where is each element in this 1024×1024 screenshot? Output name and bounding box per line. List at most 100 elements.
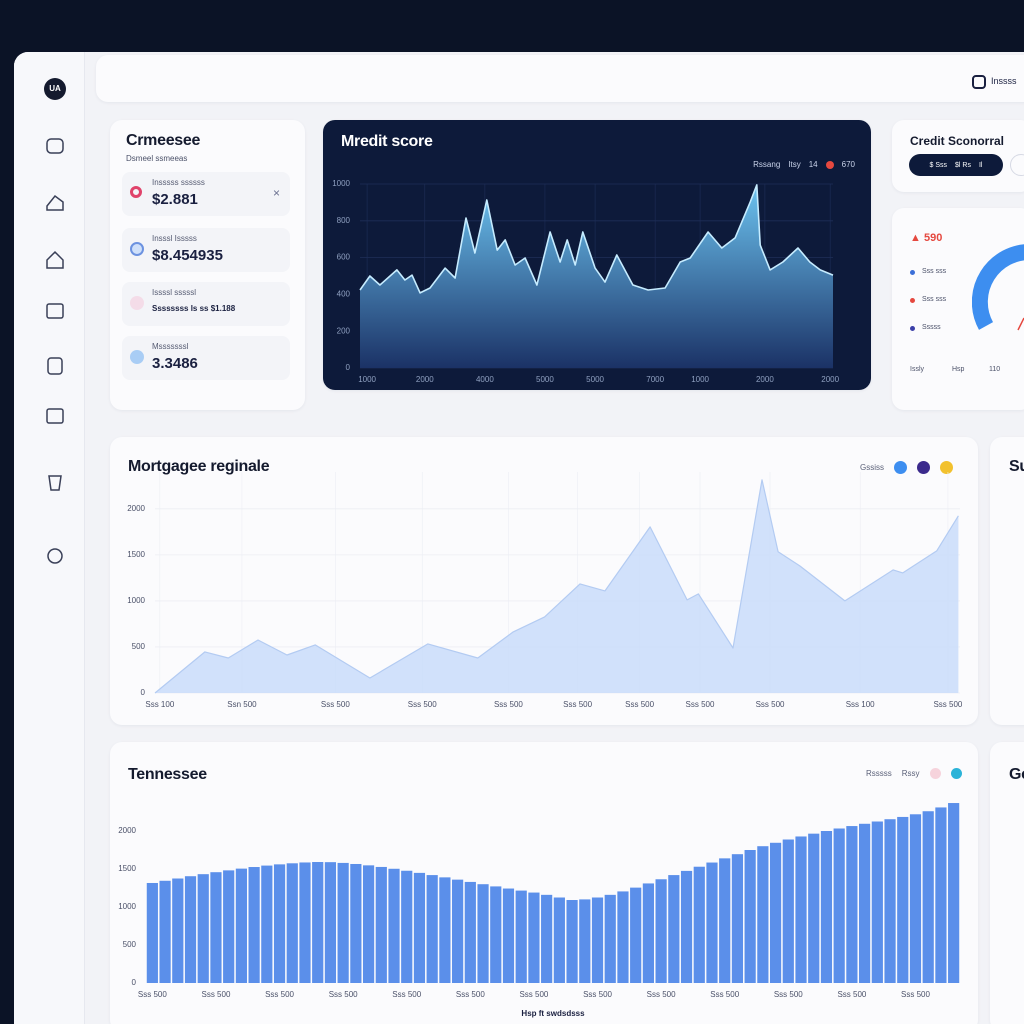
y-tick-label: 1500 xyxy=(127,550,145,559)
bar xyxy=(452,879,464,983)
item-value: Ssssssss ls ss $1.188 xyxy=(152,304,236,313)
bar xyxy=(884,819,896,983)
item-label: Insssl Isssss xyxy=(152,234,197,243)
item-label: Msssssssl xyxy=(152,342,189,351)
gauge-number: 590 xyxy=(923,232,943,244)
legend-icon[interactable] xyxy=(894,461,907,474)
card-title: Ge xyxy=(1009,766,1024,783)
axis-text: Issly xyxy=(910,366,924,373)
nav-icon[interactable] xyxy=(46,250,64,269)
legend-dot xyxy=(825,160,834,169)
bar xyxy=(159,880,171,983)
bar xyxy=(706,862,718,983)
y-tick-label: 500 xyxy=(123,940,137,949)
bar xyxy=(782,839,794,983)
bar xyxy=(871,821,883,983)
item-icon xyxy=(130,350,144,364)
bar xyxy=(248,867,260,983)
x-tick-label: 7000 xyxy=(646,375,664,384)
x-tick-label: Sss 500 xyxy=(138,990,167,999)
user-name[interactable]: Inssss xyxy=(991,76,1017,86)
legend-text: Gssiss xyxy=(860,463,884,472)
gauge-value: ▲ 590 xyxy=(910,232,943,244)
bar xyxy=(668,875,680,983)
bar xyxy=(604,894,616,983)
summary-card: Crmeesee Dsmeel ssmeeas Insssss ssssss $… xyxy=(110,120,305,410)
filter-pill[interactable]: $ Sss $l Rs Il xyxy=(909,154,1003,176)
gauge-card: ▲ 590 Sss sss Sss sss Sssss Issly Hsp 11… xyxy=(892,208,1024,410)
bar xyxy=(719,858,731,983)
mortgage-card: Mortgagee reginale Gssiss 0 500 1000 1500 20… xyxy=(110,437,978,725)
x-tick-label: Sss 500 xyxy=(837,990,866,999)
summary-item[interactable]: Issssl sssssl Ssssssss ls ss $1.188 xyxy=(122,282,290,326)
summary-item[interactable]: Insssl Isssss $8.454935 xyxy=(122,228,290,272)
bar xyxy=(591,897,604,983)
chart-title: Mortgagee reginale xyxy=(128,458,270,475)
x-tick-label: Sss 500 xyxy=(563,700,592,709)
bar xyxy=(515,890,527,983)
bar xyxy=(820,831,833,983)
legend-text: 670 xyxy=(841,160,855,169)
x-tick-label: 5000 xyxy=(586,375,604,384)
area xyxy=(155,479,959,693)
pill-text: $ Sss xyxy=(929,161,948,169)
summary-item[interactable]: Insssss ssssss $2.881 × xyxy=(122,172,290,216)
nav-icon[interactable] xyxy=(46,138,64,154)
legend-text: Rssang xyxy=(753,160,781,169)
bar xyxy=(680,870,693,983)
bar xyxy=(362,865,375,983)
y-tick-label: 1000 xyxy=(127,596,145,605)
bar xyxy=(490,886,502,983)
x-tick-label: 1000 xyxy=(358,375,376,384)
item-icon xyxy=(130,296,144,310)
legend-icon[interactable] xyxy=(929,768,941,779)
x-tick-label: 2000 xyxy=(756,375,774,384)
user-icon[interactable] xyxy=(972,75,986,89)
legend-text: Itsy xyxy=(788,160,801,169)
bar xyxy=(477,884,489,983)
bar xyxy=(731,854,744,983)
bar xyxy=(286,863,298,983)
credit-score-card: Mredit score Rssang Itsy 14 670 0 200 400 6… xyxy=(323,120,871,390)
legend-text: Sssss xyxy=(922,324,941,331)
brand-logo[interactable]: UA xyxy=(44,78,66,100)
item-value: $8.454935 xyxy=(152,247,223,264)
close-icon[interactable]: × xyxy=(272,186,280,200)
bar xyxy=(146,882,158,983)
x-tick-label: Sss 500 xyxy=(519,990,548,999)
legend-text: 14 xyxy=(808,160,818,169)
bar xyxy=(579,899,591,983)
bar xyxy=(617,891,629,983)
legend-icon[interactable] xyxy=(940,461,953,474)
bar xyxy=(642,883,654,983)
card-title: Su xyxy=(1009,458,1024,475)
bar xyxy=(655,879,667,983)
nav-icon[interactable] xyxy=(46,303,64,319)
x-tick-label: Sss 500 xyxy=(756,700,785,709)
x-tick-label: Sss 500 xyxy=(647,990,676,999)
x-tick-label: Sss 500 xyxy=(321,700,350,709)
x-tick-label: 4000 xyxy=(476,375,494,384)
toggle[interactable] xyxy=(1010,154,1024,176)
legend-icon[interactable] xyxy=(950,768,962,779)
item-value: 3.3486 xyxy=(152,355,198,372)
item-label: Issssl sssssl xyxy=(152,288,196,297)
legend-icon[interactable] xyxy=(917,461,930,474)
nav-icon[interactable] xyxy=(47,548,63,564)
bar xyxy=(553,897,565,983)
summary-item[interactable]: Msssssssl 3.3486 xyxy=(122,336,290,380)
x-axis-title: Hsp ft swdsdsss xyxy=(521,1009,585,1018)
y-tick-label: 1000 xyxy=(118,902,136,911)
nav-icon[interactable] xyxy=(46,194,64,211)
bar xyxy=(922,811,934,983)
x-tick-label: Sss 500 xyxy=(392,990,421,999)
nav-icon[interactable] xyxy=(46,408,64,424)
bar xyxy=(426,875,438,983)
nav-icon[interactable] xyxy=(48,475,62,491)
x-tick-label: Ssn 500 xyxy=(227,700,257,709)
y-tick-label: 1000 xyxy=(332,179,350,188)
bar xyxy=(935,807,947,983)
bar xyxy=(235,868,247,983)
x-tick-label: 2000 xyxy=(821,375,839,384)
nav-icon[interactable] xyxy=(47,357,63,375)
